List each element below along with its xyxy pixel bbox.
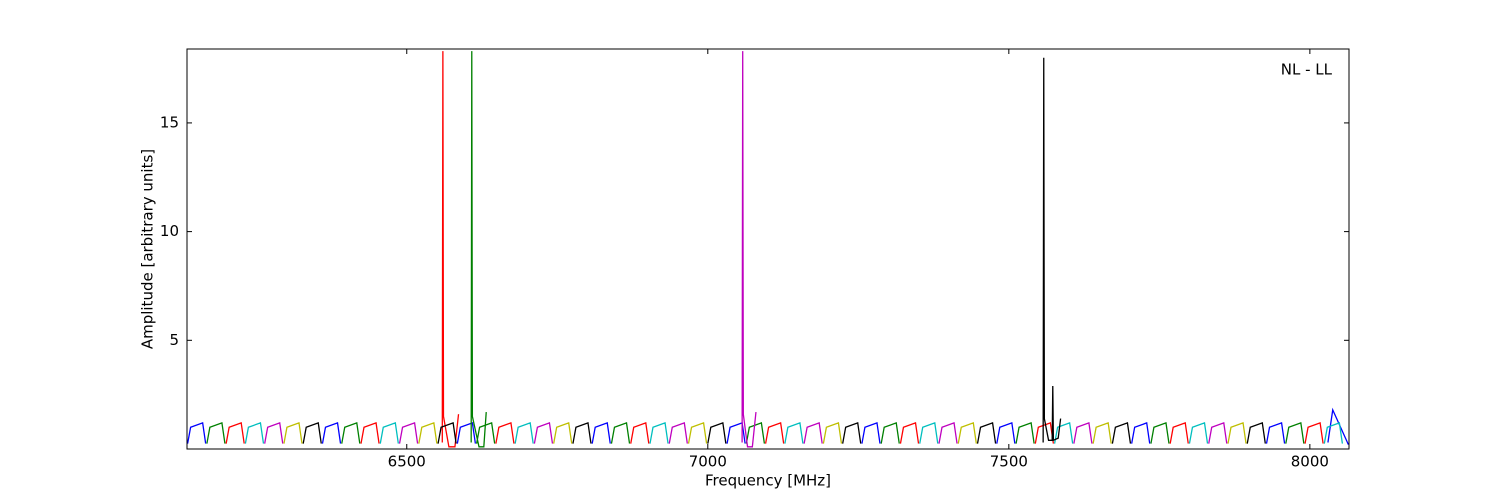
x-tick-label: 7500: [990, 453, 1028, 471]
y-axis-label: Amplitude [arbitrary units]: [139, 149, 157, 349]
annotation: NL - LL: [1281, 61, 1333, 79]
x-axis-label: Frequency [MHz]: [705, 472, 831, 490]
spectrum-line: [187, 407, 1349, 445]
x-tick-label: 8000: [1291, 453, 1329, 471]
axes-frame: [186, 48, 1350, 450]
spectrum-line: [283, 422, 1247, 444]
x-tick-label: 7000: [689, 453, 727, 471]
plot-area: [187, 51, 1349, 448]
spectrum-line: [264, 51, 1228, 448]
spectrum-line: [206, 51, 1305, 448]
spectrum-line: [302, 57, 1266, 444]
y-tick-label: 5: [169, 331, 179, 349]
x-tick-label: 6500: [388, 453, 426, 471]
spectrum-line: [225, 51, 1324, 448]
y-tick-label: 10: [160, 222, 179, 240]
y-tick-label: 15: [160, 113, 179, 131]
spectrum-line: [244, 422, 1344, 444]
